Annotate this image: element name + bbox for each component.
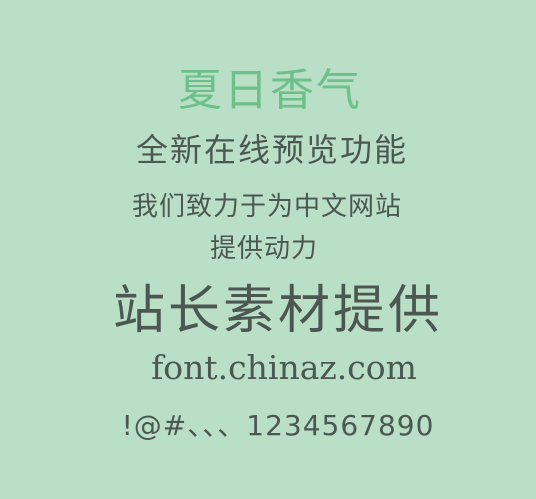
sample-large-line-text: 站长素材提供: [112, 281, 443, 341]
subtitle-text: 全新在线预览功能: [135, 131, 408, 169]
sample-line-2-text: 提供动力: [209, 234, 318, 264]
sample-large-line: 站长素材提供: [10, 268, 536, 343]
title-text: 夏日香气: [178, 65, 362, 116]
sample-line-1: 我们致力于为中文网站: [0, 186, 535, 223]
symbols-digits-text: !@#、、、1234567890: [121, 409, 435, 442]
symbols-digits-line: !@#、、、1234567890: [10, 404, 536, 444]
website-line: font.chinaz.com: [16, 348, 536, 387]
font-subtitle: 全新在线预览功能: [4, 125, 536, 171]
sample-line-1-text: 我们致力于为中文网站: [131, 192, 402, 222]
website-text: font.chinaz.com: [151, 348, 417, 387]
font-title: 夏日香气: [2, 54, 536, 118]
sample-line-2: 提供动力: [0, 228, 532, 265]
